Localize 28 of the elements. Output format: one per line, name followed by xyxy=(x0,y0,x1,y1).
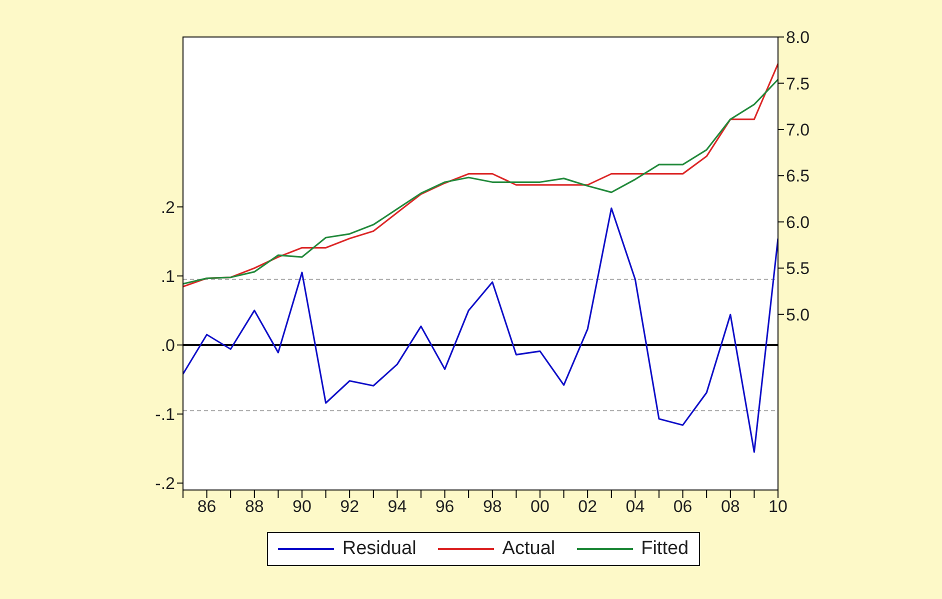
y-tick-label: -.1 xyxy=(155,405,175,424)
x-tick-label: 90 xyxy=(292,497,312,516)
y2-tick-label: 6.0 xyxy=(786,212,810,232)
legend-label: Actual xyxy=(502,538,556,560)
legend-label: Residual xyxy=(342,538,416,560)
y2-tick-label: 5.5 xyxy=(786,259,810,278)
y-tick-label: .1 xyxy=(160,266,175,286)
y2-tick-label: 7.5 xyxy=(786,74,810,94)
x-tick-label: 04 xyxy=(626,497,645,516)
x-tick-label: 00 xyxy=(530,497,550,516)
y2-tick-label: 5.0 xyxy=(786,305,810,324)
x-tick-label: 08 xyxy=(720,497,740,516)
x-tick-label: 86 xyxy=(197,497,216,516)
y2-tick-label: 6.5 xyxy=(786,166,810,186)
x-tick-label: 98 xyxy=(482,497,502,516)
legend-label: Fitted xyxy=(641,538,689,560)
y2-tick-label: 7.0 xyxy=(786,120,810,140)
y2-tick-label: 8.0 xyxy=(786,28,810,48)
y-tick-label: -.2 xyxy=(155,474,175,494)
x-tick-label: 94 xyxy=(388,497,407,516)
y-tick-label: .0 xyxy=(160,336,175,356)
x-tick-label: 92 xyxy=(340,497,360,516)
x-tick-label: 10 xyxy=(768,497,788,516)
x-tick-label: 96 xyxy=(435,497,454,516)
y-tick-label: .2 xyxy=(160,198,175,217)
x-tick-label: 06 xyxy=(673,497,692,516)
x-tick-label: 88 xyxy=(244,497,264,516)
x-tick-label: 02 xyxy=(578,497,598,516)
